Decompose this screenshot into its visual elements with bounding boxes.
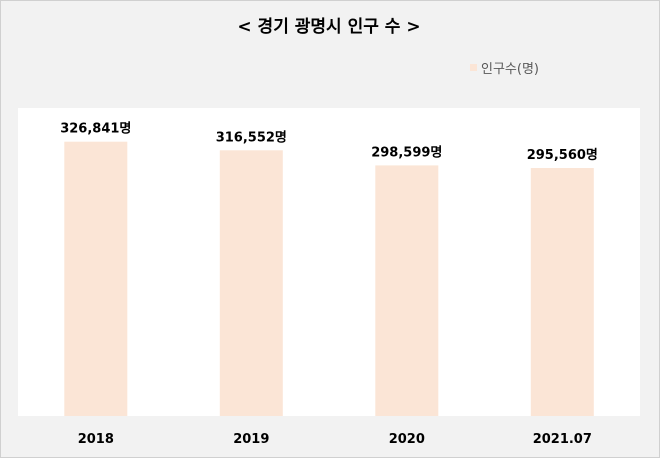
x-axis-ticks: 2018 2019 2020 2021.07 (78, 432, 592, 447)
bar-2019 (219, 150, 283, 417)
x-tick-label-2020: 2020 (389, 432, 425, 447)
legend-swatch (470, 64, 477, 71)
data-label-2021.07: 295,560명 (527, 147, 598, 163)
x-tick-label-2021.07: 2021.07 (533, 432, 592, 447)
bar-2021.07 (530, 168, 594, 416)
data-labels-group: 326,841명 316,552명 298,599명 295,560명 (60, 121, 598, 163)
data-label-2018: 326,841명 (60, 121, 131, 137)
legend: 인구수(명) (470, 62, 539, 77)
bar-2020 (375, 165, 439, 416)
x-tick-label-2018: 2018 (78, 432, 114, 447)
x-tick-label-2019: 2019 (233, 432, 269, 447)
bar-2018 (64, 141, 128, 416)
bars-group (64, 141, 594, 417)
data-label-2020: 298,599명 (371, 144, 442, 160)
legend-label: 인구수(명) (481, 62, 539, 77)
chart-title: < 경기 광명시 인구 수 > (237, 17, 420, 37)
data-label-2019: 316,552명 (216, 129, 287, 145)
